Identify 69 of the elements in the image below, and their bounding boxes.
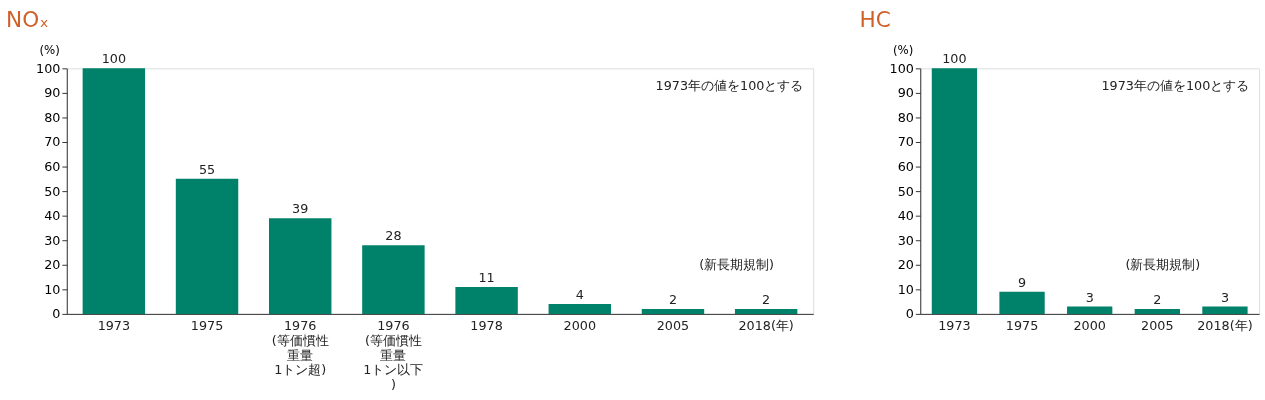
x-tick-label: 1975: [190, 318, 224, 334]
y-tick-label: 80: [44, 109, 61, 125]
data-label: 100: [942, 51, 967, 67]
data-label: 4: [575, 287, 584, 303]
x-tick-label: 1975: [1005, 318, 1039, 334]
y-tick-label: 0: [905, 306, 914, 322]
x-tick-label: 1976 (等価慣性重量1トン超): [271, 318, 329, 378]
data-label: 2: [1153, 292, 1162, 308]
y-tick-label: 100: [36, 60, 61, 76]
bar: [362, 245, 425, 314]
y-tick-label: 10: [44, 281, 61, 297]
y-tick-label: 0: [52, 306, 61, 322]
x-tick-label: 1973: [97, 318, 131, 334]
y-tick-label: 60: [897, 158, 914, 174]
bar: [455, 286, 518, 314]
y-axis-title: (%): [892, 43, 914, 58]
annotation: 1973年の値を100とする: [655, 77, 804, 93]
y-tick-label: 40: [897, 208, 914, 224]
annotation: (新長期規制): [699, 256, 775, 272]
y-tick-label: 70: [44, 134, 61, 150]
x-tick-label: 2005: [656, 318, 690, 334]
x-tick-label: 2018(年): [738, 318, 794, 334]
y-tick-label: 40: [44, 208, 61, 224]
data-label: 28: [385, 228, 402, 244]
y-tick-label: 60: [44, 158, 61, 174]
x-tick-label: 1976 (等価慣性重量1トン以下): [363, 318, 424, 393]
bar: [1134, 308, 1180, 314]
bar: [1202, 306, 1248, 314]
y-tick-label: 80: [897, 109, 914, 125]
bar: [548, 304, 611, 314]
y-tick-label: 90: [897, 85, 914, 101]
y-tick-label: 50: [897, 183, 914, 199]
data-label: 9: [1017, 274, 1027, 290]
y-tick-label: 10: [897, 281, 914, 297]
bar: [641, 308, 705, 314]
x-tick-label: 2018(年): [1197, 318, 1253, 334]
x-tick-label: 1973: [938, 318, 971, 334]
data-label: 55: [198, 161, 216, 177]
data-label: 3: [1085, 289, 1094, 305]
y-tick-label: 70: [897, 134, 914, 150]
y-tick-label: 30: [44, 232, 61, 248]
y-tick-label: 50: [44, 183, 61, 199]
data-label: 11: [478, 269, 495, 285]
bar: [999, 291, 1045, 314]
data-label: 2: [762, 292, 771, 308]
bar: [931, 68, 978, 314]
annotation: 1973年の値を100とする: [1101, 77, 1250, 93]
x-tick-label: 2005: [1141, 318, 1174, 334]
y-tick-label: 20: [44, 257, 61, 273]
y-tick-label: 20: [897, 257, 914, 273]
x-tick-label: 2000: [1073, 318, 1106, 334]
y-tick-label: 100: [889, 60, 914, 76]
data-label: 3: [1220, 289, 1230, 305]
data-label: 100: [101, 51, 127, 67]
bar: [734, 308, 798, 314]
chart-title: NOₓ: [6, 7, 49, 33]
chart-title: HC: [859, 7, 891, 33]
data-label: 39: [292, 201, 309, 217]
bar: [1067, 306, 1113, 314]
y-tick-label: 30: [897, 232, 914, 248]
y-tick-label: 90: [44, 85, 61, 101]
x-tick-label: 1978: [470, 318, 503, 334]
bar: [175, 178, 239, 314]
data-label: 2: [668, 292, 678, 308]
x-tick-label: 2000: [563, 318, 597, 334]
y-axis-title: (%): [39, 43, 60, 58]
bar: [82, 68, 146, 314]
annotation: (新長期規制): [1125, 256, 1201, 272]
bar: [269, 218, 332, 314]
